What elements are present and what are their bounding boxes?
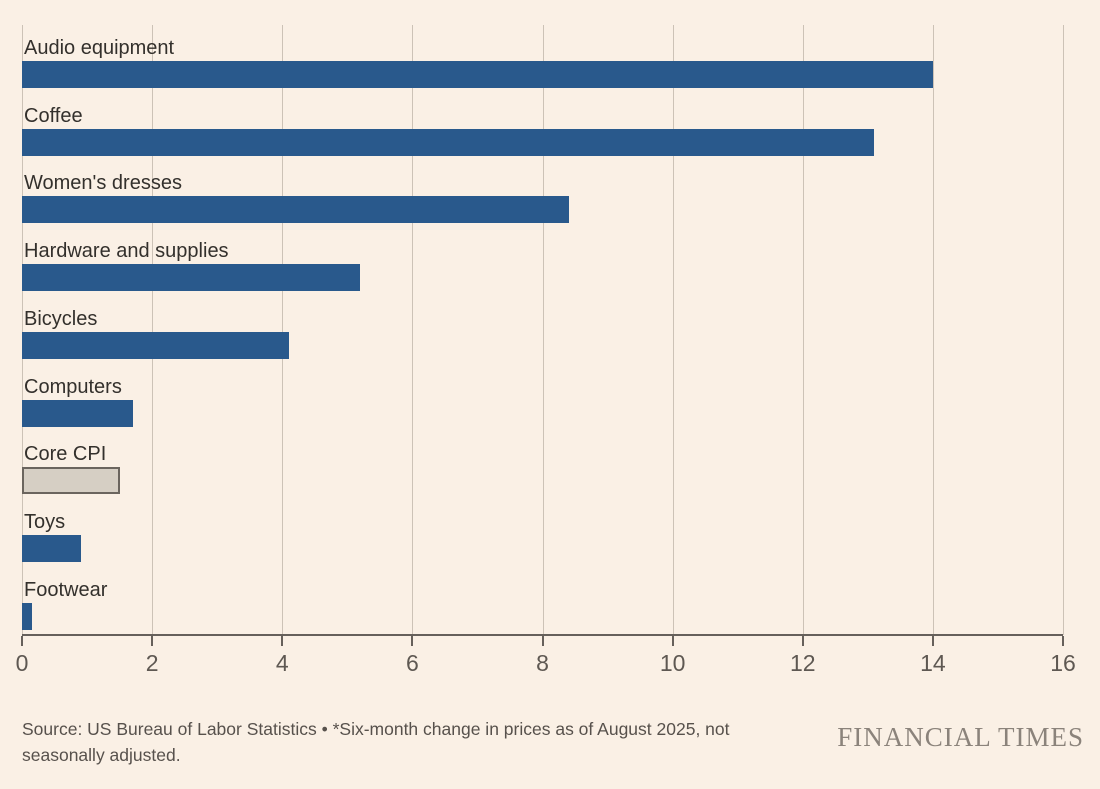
bar-footwear [22,603,32,631]
bar-row-coffee: Coffee [22,93,1063,161]
bar-toys [22,535,81,563]
bar-row-hardware-and-supplies: Hardware and supplies [22,228,1063,296]
bar-row-audio-equipment: Audio equipment [22,25,1063,93]
category-label: Hardware and supplies [24,240,229,263]
x-tick-label: 8 [536,650,549,676]
x-tick-label: 0 [15,650,29,676]
category-label: Audio equipment [24,36,175,59]
gridline-x-8 [542,25,544,635]
bar-computers [22,399,133,427]
bar-rows: Audio equipment Coffee Women's dresses Hard… [22,25,1063,635]
gridlines [22,25,1064,635]
bar-audio-equipment [22,60,933,88]
bar-row-footwear: Footwear [22,567,1063,635]
bar-row-core-cpi: Core CPI [22,432,1063,500]
x-tick-mark [281,636,284,646]
bar-row-women-s-dresses: Women's dresses [22,161,1063,229]
gridline-x-0 [22,25,23,635]
category-label: Computers [24,375,122,398]
x-tick-mark [411,636,414,646]
x-tick-mark [931,636,934,646]
category-label: Footwear [24,579,108,602]
x-tick-label: 2 [145,650,159,676]
bar-row-bicycles: Bicycles [22,296,1063,364]
gridline-x-4 [282,25,284,635]
bar-coffee [22,128,875,156]
gridline-x-12 [802,25,804,635]
bar-row-toys: Toys [22,499,1063,567]
bar-bicycles [22,331,289,359]
x-tick-mark [1062,636,1064,646]
x-axis-line [22,634,1063,636]
category-label: Toys [24,511,66,534]
category-label: Women's dresses [24,172,182,195]
category-label: Bicycles [24,307,98,330]
gridline-x-10 [672,25,674,635]
plot-area: Audio equipment Coffee Women's dresses Hard… [16,25,1076,676]
gridline-x-2 [152,25,154,635]
financial-times-logo: FINANCIAL TIMES [837,722,1084,752]
x-tick-label: 10 [659,650,686,676]
x-tick-mark [151,636,154,646]
gridline-x-14 [932,25,934,635]
source-note: Source: US Bureau of Labor Statistics • … [22,719,730,765]
bar-row-computers: Computers [22,364,1063,432]
x-tick-mark [541,636,544,646]
x-tick-label: 16 [1050,650,1076,676]
bar-women-s-dresses [22,196,569,224]
gridline-x-16 [1063,25,1064,635]
category-label: Core CPI [24,443,107,466]
x-tick-label: 14 [920,650,946,676]
x-axis-ticks: 0 2 4 6 8 10 12 14 16 [16,635,1076,695]
gridline-x-6 [412,25,414,635]
x-tick-mark [21,636,23,646]
category-label: Coffee [24,104,83,127]
x-tick-label: 4 [275,650,289,676]
x-tick-label: 6 [405,650,419,676]
bar-hardware-and-supplies [22,264,361,292]
x-tick-mark [801,636,804,646]
x-tick-label: 12 [789,650,816,676]
x-tick-mark [671,636,674,646]
bar-core-cpi [22,467,120,495]
